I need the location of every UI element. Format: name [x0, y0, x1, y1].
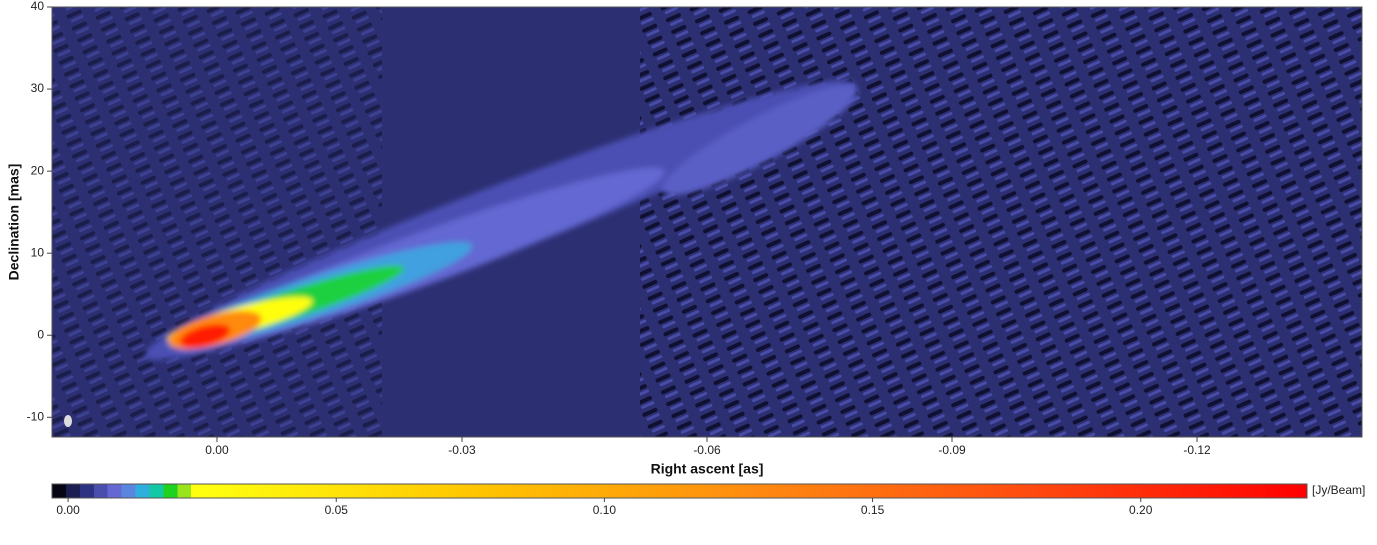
- y-tick-label: 0: [37, 327, 44, 341]
- image: [52, 7, 1362, 437]
- colorbar: [51, 483, 1308, 499]
- beam: [64, 415, 72, 427]
- y-tick-label: -10: [27, 409, 45, 423]
- emission: [662, 84, 858, 196]
- x-tick-label: 0.00: [205, 443, 229, 457]
- sidelobes: [52, 7, 382, 437]
- y-tick-label: 30: [31, 81, 45, 95]
- y-tick-label: 10: [31, 245, 45, 259]
- x-tick-label: -0.03: [448, 443, 476, 457]
- colorbar-tick-label: 0.00: [56, 503, 80, 517]
- x-tick-label: -0.06: [693, 443, 721, 457]
- colorbar-tick-label: 0.15: [861, 503, 885, 517]
- y-tick-label: 40: [31, 0, 45, 13]
- emission: [179, 324, 231, 348]
- colorbar-tick-label: 0.10: [593, 503, 617, 517]
- x-axis-title: Right ascent [as]: [651, 461, 764, 477]
- sidelobes: [640, 7, 1362, 437]
- y-tick-label: 20: [31, 163, 45, 177]
- x-tick-label: -0.12: [1183, 443, 1211, 457]
- jet: [145, 80, 858, 360]
- colorbar-tick-label: 0.05: [325, 503, 349, 517]
- y-axis-title: Declination [mas]: [6, 164, 22, 281]
- x-tick-label: -0.09: [938, 443, 966, 457]
- colorbar-tick-label: 0.20: [1129, 503, 1153, 517]
- colorbar-unit: [Jy/Beam]: [1312, 483, 1365, 497]
